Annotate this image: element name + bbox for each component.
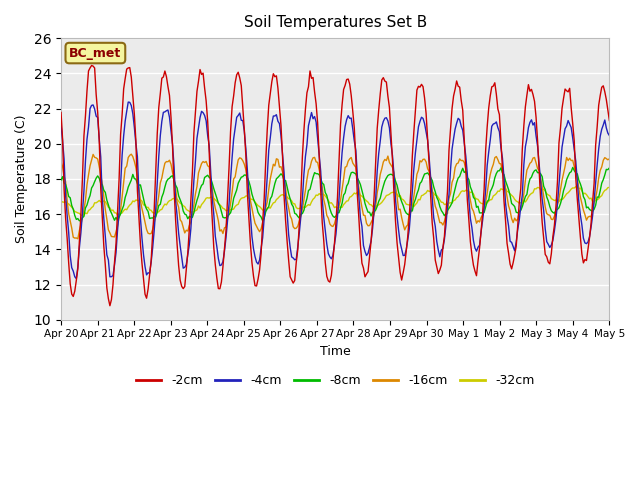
Text: BC_met: BC_met — [69, 47, 122, 60]
Legend: -2cm, -4cm, -8cm, -16cm, -32cm: -2cm, -4cm, -8cm, -16cm, -32cm — [131, 370, 540, 392]
X-axis label: Time: Time — [320, 345, 351, 358]
Title: Soil Temperatures Set B: Soil Temperatures Set B — [244, 15, 427, 30]
Y-axis label: Soil Temperature (C): Soil Temperature (C) — [15, 115, 28, 243]
